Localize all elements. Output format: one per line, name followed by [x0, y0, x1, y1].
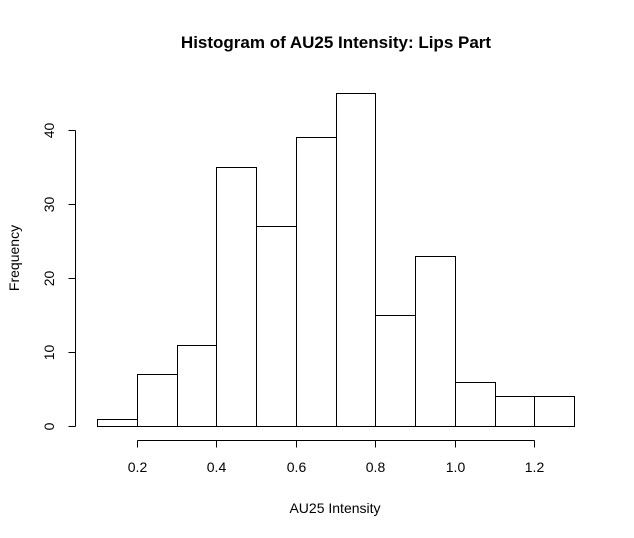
- histogram-bar: [375, 315, 416, 427]
- x-axis: 0.2 0.4 0.6 0.8 1.0 1.2: [128, 440, 545, 475]
- x-tick-label: 0.4: [207, 459, 227, 475]
- histogram-bar: [256, 226, 297, 427]
- y-axis: 0 10 20 30 40: [41, 123, 76, 430]
- y-tick-label: 20: [41, 271, 57, 287]
- y-tick-label: 40: [41, 123, 57, 139]
- histogram-bar: [137, 374, 178, 427]
- x-axis-label: AU25 Intensity: [289, 500, 380, 516]
- histogram-bar: [177, 345, 217, 427]
- x-tick-label: 0.6: [287, 459, 307, 475]
- x-tick-label: 1.0: [446, 459, 466, 475]
- histogram-bar: [534, 396, 575, 427]
- x-tick-label: 0.8: [366, 459, 386, 475]
- bar-group: [97, 93, 575, 427]
- histogram-bar: [415, 256, 456, 427]
- y-axis-label: Frequency: [6, 225, 22, 291]
- histogram-bar: [216, 167, 257, 427]
- chart-title: Histogram of AU25 Intensity: Lips Part: [181, 33, 491, 52]
- y-tick-label: 10: [41, 345, 57, 361]
- x-tick-label: 0.2: [128, 459, 148, 475]
- histogram-bar: [296, 137, 337, 427]
- histogram-bar: [97, 419, 138, 427]
- y-tick-label: 0: [41, 422, 57, 430]
- x-tick-label: 1.2: [525, 459, 545, 475]
- histogram-bar: [336, 93, 376, 427]
- y-tick-label: 30: [41, 197, 57, 213]
- histogram-bar: [495, 396, 535, 427]
- histogram-bar: [455, 382, 496, 427]
